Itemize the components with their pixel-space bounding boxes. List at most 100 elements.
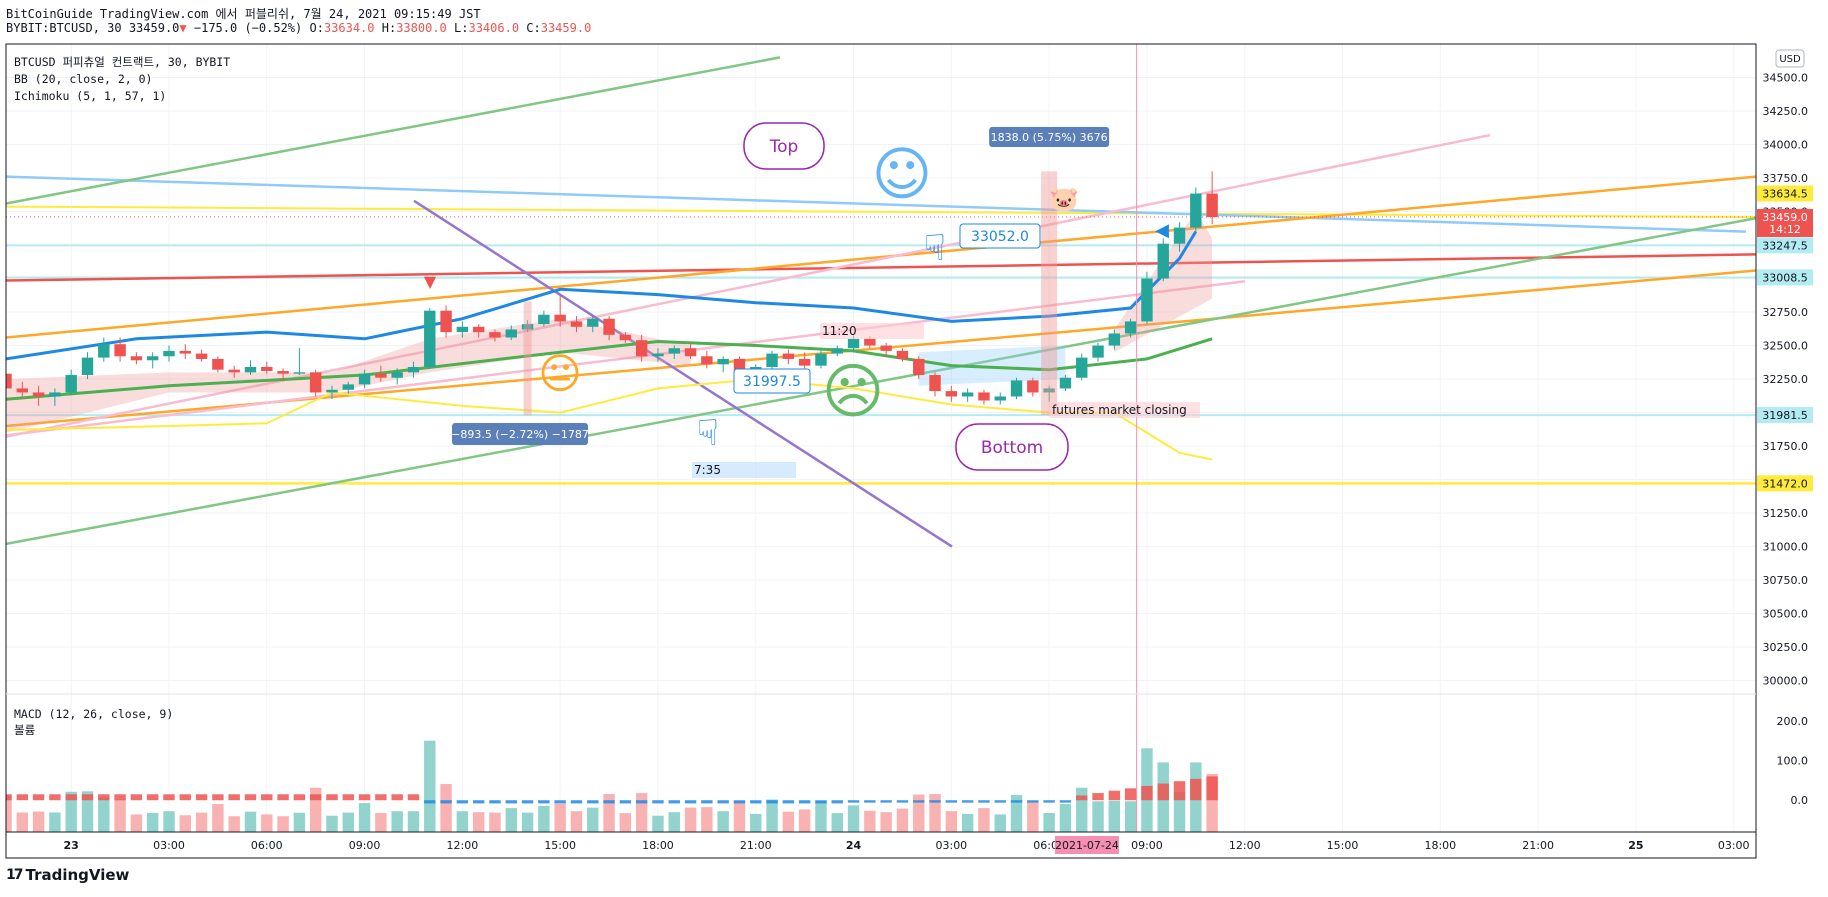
volume-bar — [65, 791, 77, 832]
green-trendline-top — [6, 56, 781, 205]
macd-histogram-bar — [766, 800, 778, 804]
candle-body — [635, 340, 648, 357]
candle-body — [961, 392, 974, 397]
macd-legend: MACD (12, 26, close, 9) — [14, 707, 173, 721]
macd-histogram-bar — [1059, 800, 1072, 803]
x-tick-label: 21:00 — [740, 839, 772, 852]
macd-histogram-bar — [1173, 781, 1186, 801]
candle-body — [733, 358, 746, 372]
macd-histogram-bar — [391, 794, 403, 801]
candle-body — [244, 366, 257, 373]
macd-histogram-bar — [261, 794, 273, 801]
candle-body — [782, 353, 795, 359]
yellow-level-upper — [6, 205, 1756, 219]
candle-body — [49, 392, 61, 397]
price-tag-bg — [1757, 185, 1813, 202]
neutral-face-icon: 😐 — [538, 349, 582, 398]
last-price: 33459.0 — [128, 21, 180, 35]
tradingview-logo: 𝟭𝟳 TradingView — [6, 866, 129, 884]
macd-histogram-bar — [456, 800, 469, 804]
volume-bar — [684, 807, 697, 832]
macd-histogram-bar — [179, 794, 191, 801]
volume-legend: 볼륨 — [14, 723, 35, 737]
volume-bar — [505, 808, 517, 832]
candle-body — [309, 372, 322, 393]
macd-histogram-bar — [212, 794, 224, 801]
candle-body — [81, 357, 94, 376]
volume-bar — [212, 804, 224, 832]
macd-histogram-bar — [1076, 795, 1088, 801]
y-tick-label: 34000.0 — [1763, 139, 1809, 152]
green-trendline-bottom — [6, 216, 1756, 546]
callout-bottom-bubble — [955, 423, 1069, 471]
x-tick-label: 03:00 — [1718, 839, 1750, 852]
volume-bar — [424, 740, 436, 832]
legend-line: BTCUSD 퍼피츄얼 컨트랙트, 30, BYBIT — [14, 55, 230, 69]
candle-body — [521, 324, 534, 330]
volume-bar — [750, 813, 762, 832]
time-note-2-bg — [820, 323, 924, 339]
macd-histogram-bar — [896, 800, 909, 803]
macd-histogram-bar — [961, 800, 974, 803]
symbol-label: BYBIT:BTCUSD, 30 — [6, 21, 122, 35]
macd-histogram-bar — [750, 800, 762, 804]
price-tag: 31472.0 — [1762, 477, 1808, 490]
candle-body — [98, 344, 110, 358]
volume-bar — [913, 794, 925, 832]
x-tick-label: 09:00 — [349, 839, 381, 852]
macd-histogram-bar — [309, 794, 322, 801]
candle-body — [1141, 278, 1153, 322]
blue-trendline — [6, 175, 1747, 233]
macd-histogram-bar — [587, 800, 599, 804]
macd-histogram-bar — [440, 800, 452, 804]
price-note-1-bg — [959, 223, 1041, 249]
legend-line: Ichimoku (5, 1, 57, 1) — [14, 89, 166, 103]
volume-bar — [179, 815, 191, 832]
low-label: L: — [454, 21, 469, 35]
volume-bar — [782, 811, 795, 832]
candle-body — [440, 310, 452, 333]
volume-bar — [277, 816, 289, 832]
price-tag: 33459.0 — [1762, 211, 1808, 224]
volume-bar — [114, 799, 126, 832]
volume-bar — [49, 812, 61, 832]
price-note-2-bg — [733, 368, 811, 394]
candle-body — [554, 314, 566, 322]
macd-histogram-bar — [424, 800, 436, 804]
candle-body — [212, 358, 224, 370]
volume-bar — [554, 803, 566, 832]
axes-layer: 30000.0 30250.0 30500.0 30750.0 31000.0 31250… — [5, 43, 1813, 859]
macd-histogram-bar — [1206, 776, 1218, 801]
x-cursor-date: 2021-07-24 — [1055, 839, 1119, 852]
x-tick-label: 12:00 — [1229, 839, 1261, 852]
candle-body — [130, 356, 143, 361]
range-measure-down — [523, 301, 532, 416]
candle-body — [847, 338, 860, 349]
candle-body — [1173, 227, 1186, 244]
macd-histogram-bar — [521, 800, 534, 804]
macd-histogram-bar — [98, 794, 110, 801]
y-tick-label: 32500.0 — [1763, 340, 1809, 353]
volume-bar — [652, 815, 664, 832]
macd-tick-label: 100.0 — [1777, 755, 1809, 768]
macd-histogram-bar — [1157, 783, 1169, 801]
bb-basis-line — [6, 230, 1198, 361]
candle-body — [994, 396, 1006, 401]
macd-histogram-bar — [684, 800, 697, 804]
ohlc-header: BYBIT:BTCUSD, 30 33459.0▼ −175.0 (−0.52%… — [6, 21, 591, 35]
candle-body — [391, 372, 403, 378]
purple-trendline — [413, 199, 953, 548]
candle-body — [945, 391, 958, 397]
x-tick-label: 15:00 — [544, 839, 576, 852]
price-tag-countdown: 14:12 — [1769, 223, 1801, 236]
candle-body — [1092, 345, 1104, 358]
macd-histogram-bar — [472, 800, 485, 804]
macd-histogram-bar — [538, 800, 550, 804]
drawing-layer — [6, 56, 1756, 548]
volume-bar — [244, 811, 257, 832]
volume-bar — [456, 811, 469, 832]
candle-body — [831, 348, 843, 354]
candle-body — [652, 353, 664, 357]
ichimoku-cloud-blue — [918, 345, 1066, 386]
